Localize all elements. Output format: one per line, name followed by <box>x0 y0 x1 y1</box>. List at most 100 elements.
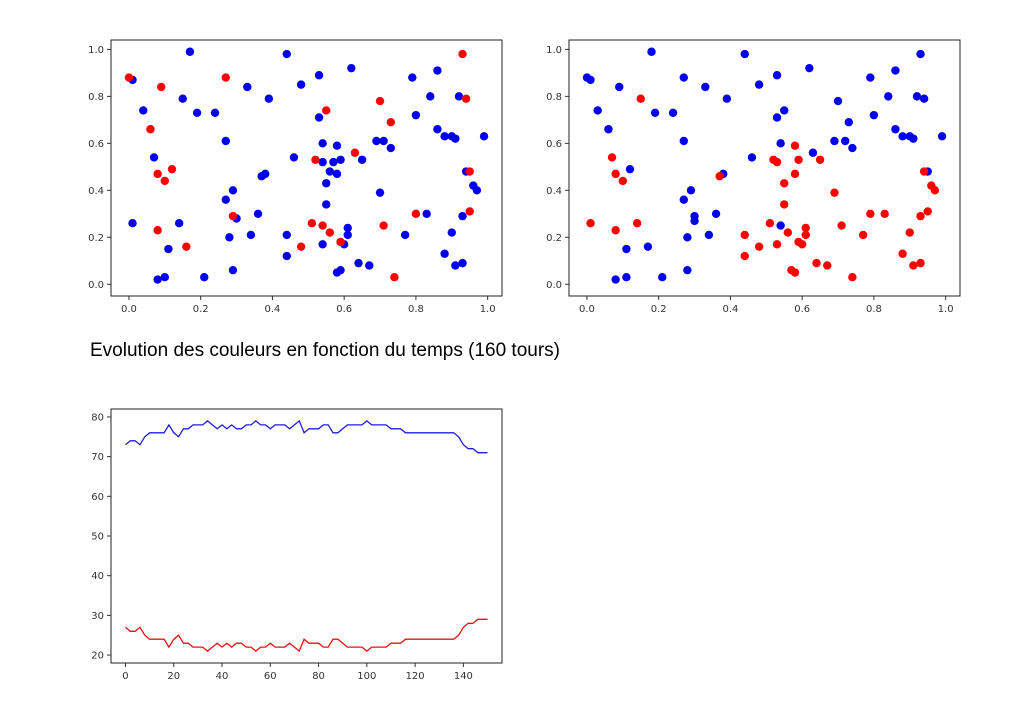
blue-point <box>336 155 345 164</box>
blue-point <box>329 157 338 167</box>
blue-point <box>325 167 335 176</box>
blue-point <box>433 66 442 75</box>
red-point <box>318 221 327 230</box>
blue-point <box>332 169 342 179</box>
red-point <box>379 221 388 230</box>
red-point <box>858 230 868 240</box>
red-point <box>780 200 789 209</box>
blue-point <box>898 132 907 141</box>
red-point <box>830 188 839 197</box>
red-point <box>905 228 914 237</box>
red-point <box>465 207 474 216</box>
red-point <box>167 164 177 174</box>
x-tick-label: 0.6 <box>336 304 352 315</box>
blue-point <box>347 63 356 73</box>
blue-point <box>586 75 595 85</box>
blue-point <box>174 218 184 228</box>
blue-point <box>386 143 395 153</box>
x-tick-label: 20 <box>167 671 180 682</box>
y-tick-label: 0.0 <box>88 280 104 291</box>
blue-point <box>679 73 688 82</box>
blue-point <box>433 125 442 134</box>
blue-point <box>884 92 893 101</box>
blue-point <box>686 186 696 195</box>
red-point <box>815 155 825 164</box>
blue-point <box>683 265 692 275</box>
line_blue-series-line <box>125 419 488 454</box>
x-tick-label: 0.0 <box>579 304 595 315</box>
red-point <box>465 167 474 176</box>
blue-point <box>679 136 688 146</box>
red-point <box>336 237 345 247</box>
blue-point <box>754 80 764 89</box>
y-tick-label: 1.0 <box>546 45 562 56</box>
blue-point <box>282 230 291 240</box>
red-point <box>458 49 467 59</box>
blue-point <box>282 49 291 59</box>
blue-point <box>422 209 431 218</box>
red-point <box>461 94 471 103</box>
blue-point <box>426 92 435 101</box>
red-point <box>801 223 810 233</box>
blue-point <box>780 106 789 115</box>
y-tick-label: 0.8 <box>88 92 104 103</box>
x-tick-label: 0.2 <box>193 304 209 315</box>
x-tick-label: 0.2 <box>651 304 667 315</box>
blue-point <box>228 265 238 275</box>
red-point <box>848 273 857 282</box>
blue-point <box>354 258 363 268</box>
red-point <box>923 207 932 216</box>
red-point <box>611 169 620 179</box>
red-point <box>390 273 399 282</box>
red-point <box>182 242 191 251</box>
blue-point <box>153 275 162 284</box>
red-point <box>350 148 360 157</box>
red-point <box>636 94 645 103</box>
blue-point <box>228 186 238 195</box>
red-point <box>586 218 595 228</box>
blue-point <box>833 96 843 106</box>
red-point <box>160 176 170 186</box>
blue-point <box>593 106 602 115</box>
blue-point <box>937 132 947 141</box>
red-point <box>124 73 134 82</box>
blue-point <box>411 110 421 120</box>
blue-point <box>805 63 814 73</box>
red-point <box>880 209 889 218</box>
red-point <box>916 258 925 268</box>
red-point <box>797 240 807 249</box>
red-point <box>740 230 749 240</box>
blue-point <box>322 179 331 188</box>
red-point <box>790 141 800 150</box>
blue-point <box>200 273 209 282</box>
blue-point <box>722 94 732 103</box>
blue-point <box>372 136 381 146</box>
blue-point <box>690 216 699 226</box>
y-tick-label: 80 <box>91 412 104 423</box>
y-tick-label: 0.2 <box>88 233 104 244</box>
blue-point <box>747 153 757 162</box>
blue-point <box>844 118 853 127</box>
x-tick-label: 40 <box>216 671 229 682</box>
x-tick-label: 140 <box>454 671 473 682</box>
blue-point <box>891 66 900 75</box>
red-point <box>754 242 764 251</box>
blue-point <box>912 92 922 101</box>
blue-point <box>451 261 460 270</box>
red-point <box>801 230 810 240</box>
blue-point <box>221 136 230 146</box>
y-tick-label: 0.4 <box>88 186 104 197</box>
red-point <box>307 218 317 228</box>
blue-point <box>178 94 187 103</box>
blue-point <box>192 108 202 118</box>
blue-point <box>615 82 624 92</box>
blue-point <box>909 134 918 143</box>
x-tick-label: 80 <box>312 671 325 682</box>
red-point <box>916 211 925 221</box>
figure-caption: Evolution des couleurs en fonction du te… <box>90 340 560 361</box>
red-point <box>772 240 782 249</box>
chart-1: 0.0 0.2 0.4 0.6 0.8 1.0 0.0 0.2 0.4 0.6 0.8 1.0 <box>88 39 503 315</box>
blue-point <box>776 221 785 230</box>
x-tick-label: 0.8 <box>408 304 424 315</box>
blue-point <box>400 230 410 240</box>
